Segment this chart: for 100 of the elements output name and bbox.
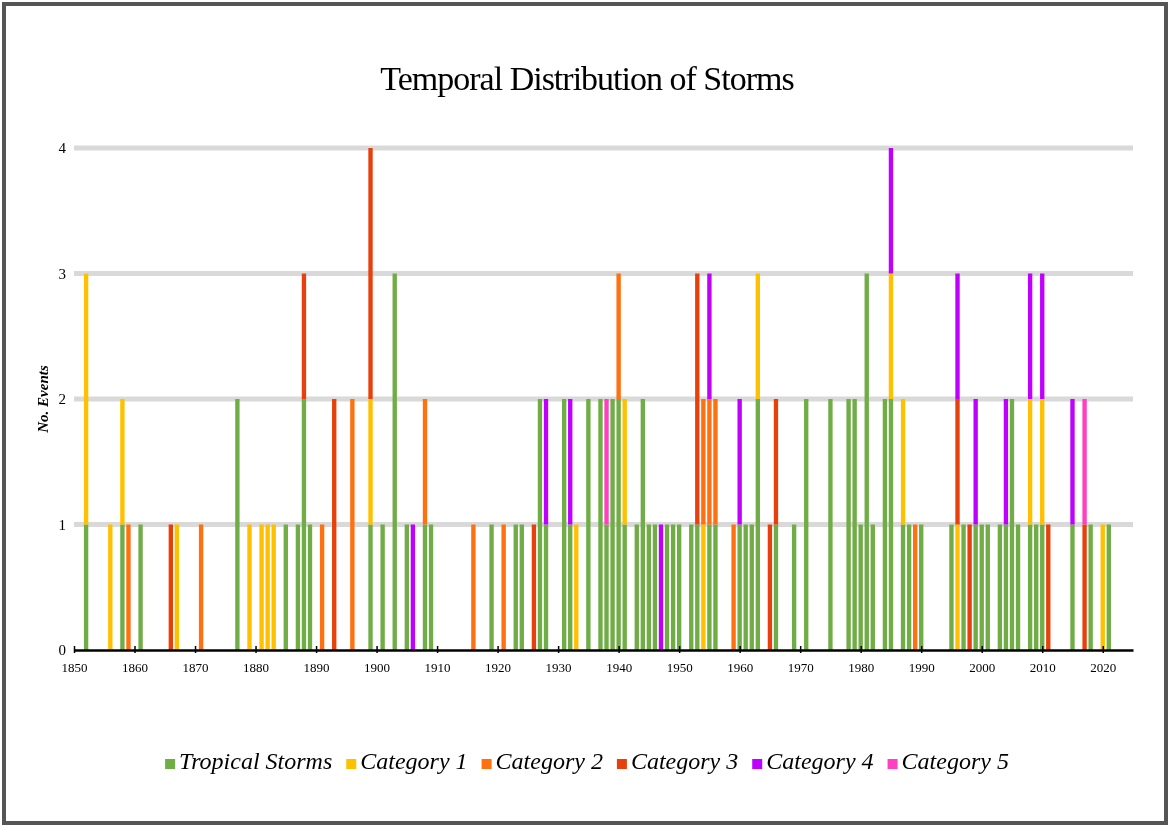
bar <box>828 399 833 650</box>
legend-label: Category 1 <box>360 748 468 774</box>
bar <box>380 524 385 650</box>
bar <box>283 524 288 650</box>
x-tick-label: 1870 <box>182 660 209 676</box>
bar <box>543 399 549 525</box>
bar <box>967 524 972 650</box>
bar <box>422 524 428 650</box>
bar <box>1082 524 1087 650</box>
bar <box>737 399 742 525</box>
x-tick-label: 2010 <box>1029 660 1056 676</box>
x-tick-label: 1850 <box>61 660 88 676</box>
x-tick-label: 1950 <box>666 660 693 676</box>
bar <box>1082 399 1087 525</box>
y-tick-label: 2 <box>58 391 66 408</box>
bar <box>1003 524 1009 650</box>
x-tick-label: 1980 <box>848 660 875 676</box>
bar <box>888 399 894 650</box>
bar <box>919 524 924 650</box>
bar <box>1027 399 1033 525</box>
x-tick-label: 1890 <box>303 660 330 676</box>
bar <box>120 399 125 525</box>
bar <box>955 524 960 650</box>
bar <box>561 399 567 650</box>
bar <box>404 524 410 650</box>
y-tick-label: 4 <box>58 140 67 157</box>
bar <box>568 399 573 525</box>
bar <box>586 399 591 650</box>
x-tick-label: 2000 <box>969 660 996 676</box>
legend-label: Category 2 <box>495 748 603 774</box>
x-tick-label: 2020 <box>1090 660 1117 676</box>
bar <box>422 399 428 525</box>
bar <box>997 524 1003 650</box>
bar <box>295 524 301 650</box>
bar <box>519 524 524 650</box>
bar <box>1027 524 1033 650</box>
bar <box>83 273 89 525</box>
bar <box>235 399 240 650</box>
bar <box>955 399 960 525</box>
bar <box>537 399 543 650</box>
bar <box>961 524 966 650</box>
bar <box>1015 524 1021 650</box>
bar <box>1003 399 1009 525</box>
x-tick-label: 1910 <box>424 660 451 676</box>
bar <box>707 273 712 399</box>
bar <box>332 399 337 650</box>
bar <box>640 399 646 650</box>
bar <box>168 524 173 650</box>
bar <box>198 524 204 650</box>
bar <box>664 524 670 650</box>
legend-label: Category 5 <box>901 748 1009 774</box>
bar <box>368 399 373 525</box>
bar <box>755 399 760 650</box>
bar <box>900 399 906 525</box>
x-tick-label: 1900 <box>364 660 391 676</box>
bar <box>368 148 373 399</box>
bar <box>773 524 779 650</box>
bar <box>985 524 990 650</box>
bar <box>301 273 307 399</box>
bar <box>689 524 694 650</box>
bar <box>882 399 888 650</box>
x-tick-label: 1970 <box>787 660 814 676</box>
bar <box>1088 524 1093 650</box>
y-tick-label: 0 <box>58 642 66 659</box>
bar <box>888 148 894 274</box>
bar <box>350 399 355 650</box>
bar <box>126 524 131 650</box>
bar <box>368 524 373 650</box>
bar <box>568 524 573 650</box>
bar <box>307 524 313 650</box>
bar <box>108 524 113 650</box>
bar <box>120 524 125 650</box>
bar <box>1070 399 1075 525</box>
bar <box>646 524 652 650</box>
bar <box>428 524 434 650</box>
legend-label: Category 3 <box>630 748 739 774</box>
chart-title: Temporal Distribution of Storms <box>380 60 794 97</box>
y-tick-label: 3 <box>58 265 66 282</box>
bar <box>737 524 742 650</box>
bar <box>410 524 416 650</box>
bar <box>955 273 960 399</box>
bar <box>791 524 797 650</box>
x-tick-label: 1880 <box>243 660 270 676</box>
bar <box>949 524 954 650</box>
bar <box>1034 524 1039 650</box>
bar <box>652 524 658 650</box>
bar <box>701 524 706 650</box>
bar <box>743 524 748 650</box>
bar <box>83 524 89 650</box>
bar <box>755 273 760 399</box>
bar <box>767 524 773 650</box>
bar <box>979 524 984 650</box>
x-tick-label: 1920 <box>485 660 512 676</box>
bar <box>749 524 754 650</box>
bar <box>912 524 918 650</box>
bar <box>634 524 639 650</box>
bar <box>247 524 252 650</box>
bar <box>604 399 609 525</box>
bar <box>658 524 664 650</box>
bar <box>1040 273 1045 399</box>
